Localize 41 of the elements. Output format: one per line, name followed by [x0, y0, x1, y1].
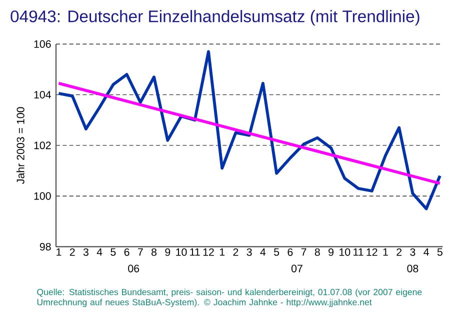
x-tick-label: 6	[288, 248, 293, 256]
y-axis-title: Jahr 2003 = 100	[16, 107, 24, 184]
x-tick-label: 3	[410, 248, 416, 256]
y-tick-label: 100	[34, 192, 51, 200]
line-series	[57, 50, 442, 210]
x-tick-label: 12	[366, 248, 378, 256]
x-tick-label: 3	[246, 248, 252, 256]
x-tick-label: 5	[110, 248, 116, 256]
source-note: Quelle: Statistisches Bundesamt, preis- saison- und kalenderbereinigt, 01.07.08 (vor 2007 eigene Umrechnung auf neues StaBuA-System). © Joachim Jahnke - http://www.jjahnke.net	[37, 288, 422, 308]
x-tick-label: 1	[383, 248, 388, 256]
x-tick-label: 7	[301, 248, 306, 256]
x-tick-label: 2	[70, 248, 75, 256]
x-tick-label: 10	[340, 248, 350, 256]
x-tick-label: 11	[190, 248, 200, 256]
x-tick-label: 4	[96, 248, 102, 256]
y-tick-label: 106	[34, 40, 51, 48]
x-tick-label: 5	[437, 248, 442, 256]
x-tick-label: 10	[176, 248, 187, 256]
x-tick-label: 7	[138, 248, 143, 256]
y-tick-label: 104	[34, 90, 51, 99]
x-tick-label: 1	[56, 248, 62, 256]
x-tick-label: 2	[233, 248, 238, 256]
x-tick-label: 9	[328, 248, 334, 256]
x-tick-label: 1	[220, 248, 225, 256]
x-tick-label: 3	[83, 248, 88, 256]
y-tick-label: 102	[34, 142, 51, 150]
text: 06	[128, 264, 140, 272]
x-tick-label: 5	[274, 248, 280, 256]
chart-title: 04943: Deutscher Einzelhandelsumsatz (mit Trendlinie)	[10, 10, 420, 26]
text: 07	[291, 264, 302, 272]
x-tick-label: 8	[314, 248, 320, 256]
x-tick-label: 8	[152, 248, 157, 256]
y-tick-label: 98	[40, 242, 51, 250]
x-tick-label: 11	[354, 248, 364, 256]
x-tick-label: 4	[424, 248, 429, 256]
x-tick-label: 12	[203, 248, 214, 256]
x-tick-label: 9	[165, 248, 170, 256]
text: 08	[407, 264, 418, 272]
x-tick-label: 2	[396, 248, 402, 256]
x-tick-label: 6	[124, 248, 130, 256]
x-tick-label: 4	[260, 248, 266, 256]
